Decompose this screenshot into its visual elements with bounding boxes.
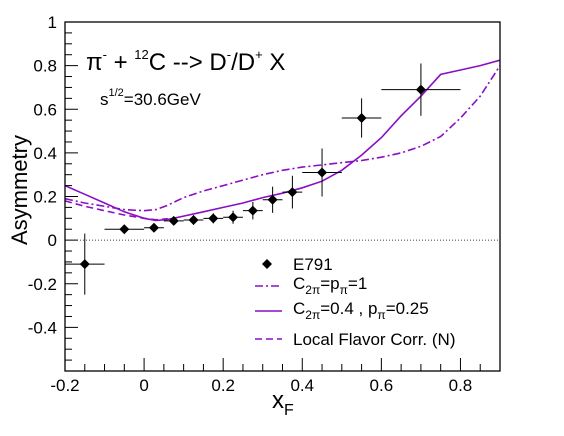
y-tick-label: 0.8 <box>33 57 57 76</box>
x-axis-title-sub: F <box>284 402 294 419</box>
data-point-marker <box>208 213 219 224</box>
data-point-marker <box>168 215 179 226</box>
y-tick-label: -0.2 <box>28 275 57 294</box>
x-tick-label: 0.2 <box>211 376 235 395</box>
series-curve-2 <box>64 59 501 222</box>
legend-label-e791: E791 <box>293 255 333 274</box>
energy-annotation: s1/2=30.6GeV <box>100 87 201 109</box>
data-point-marker <box>247 205 258 216</box>
data-point-marker <box>267 194 278 205</box>
y-tick-label: -0.4 <box>28 318 57 337</box>
legend-swatch-e791 <box>262 259 272 269</box>
x-tick-label: 0.4 <box>290 376 314 395</box>
x-tick-label: -0.2 <box>50 376 79 395</box>
data-point-marker <box>119 224 130 235</box>
data-point-marker <box>188 215 199 226</box>
x-axis-title-main: x <box>272 387 284 414</box>
data-point-marker <box>415 84 426 95</box>
y-tick-label: 1 <box>48 13 57 32</box>
x-tick-label: 0.8 <box>449 376 473 395</box>
legend-label-local-flavor: Local Flavor Corr. (N) <box>293 330 455 349</box>
series-curve-3 <box>64 200 168 221</box>
y-tick-label: 0 <box>48 231 57 250</box>
data-point-marker <box>148 222 159 233</box>
x-tick-label: 0.6 <box>370 376 394 395</box>
legend-label-c2pi-04: C2π=0.4 , pπ=0.25 <box>293 299 429 322</box>
data-point-marker <box>228 212 239 223</box>
data-point-marker <box>287 187 298 198</box>
y-axis-title: Asymmetry <box>7 135 32 245</box>
data-point-marker <box>317 167 328 178</box>
y-tick-label: 0.2 <box>33 188 57 207</box>
data-point-marker <box>356 112 367 123</box>
reaction-annotation: π- + 12C --> D-/D+ X <box>86 47 285 76</box>
x-axis-title: xF <box>272 387 294 419</box>
data-point-marker <box>79 259 90 270</box>
y-tick-label: 0.4 <box>33 144 57 163</box>
series-curve-1 <box>64 65 501 212</box>
x-tick-label: 0 <box>139 376 148 395</box>
y-tick-label: 0.6 <box>33 100 57 119</box>
legend: E791 C2π=pπ=1 C2π=0.4 , pπ=0.25 Local Fl… <box>255 255 455 349</box>
legend-label-c2pi-1: C2π=pπ=1 <box>293 274 367 297</box>
